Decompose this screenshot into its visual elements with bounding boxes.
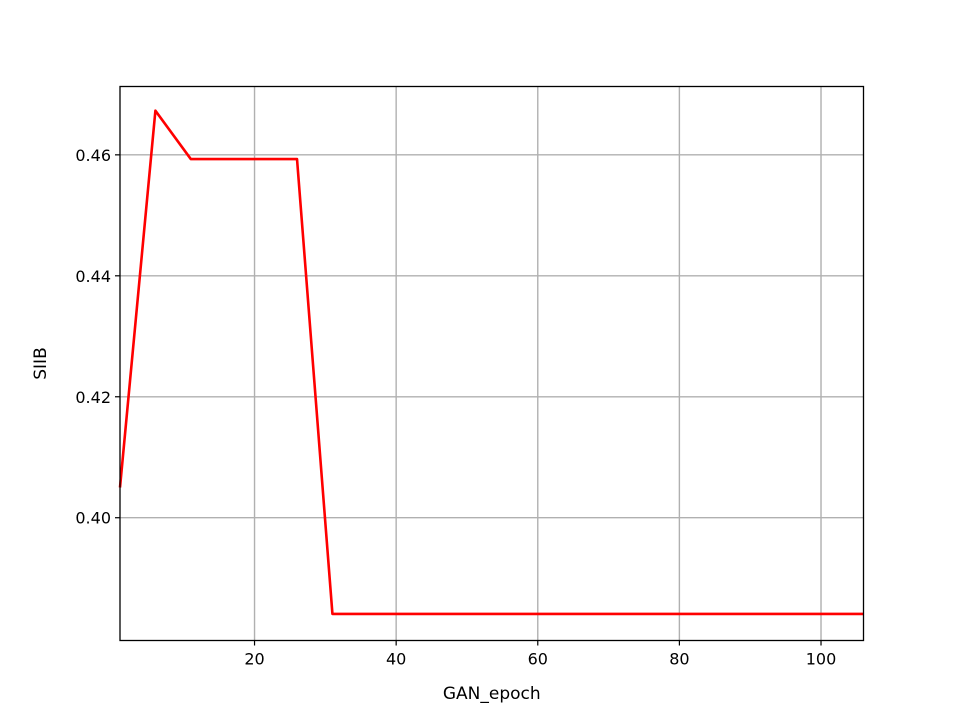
series-line (118, 109, 864, 616)
x-tick-label: 80 (669, 650, 689, 669)
x-tick-label: 20 (244, 650, 264, 669)
grid (120, 86, 864, 641)
x-tick-label: 60 (528, 650, 548, 669)
y-tick-label: 0.42 (75, 388, 111, 407)
y-tick-label: 0.40 (75, 509, 111, 528)
x-axis-label: GAN_epoch (443, 684, 541, 704)
y-tick-label: 0.44 (75, 267, 111, 286)
y-axis-label: SIIB (31, 347, 51, 379)
x-tick-label: 100 (806, 650, 837, 669)
series-layer (118, 109, 864, 616)
ticks: 20 40 60 80 100 0.40 0.42 0.44 0.46 (75, 146, 836, 669)
x-tick-label: 40 (386, 650, 406, 669)
y-tick-label: 0.46 (75, 146, 111, 165)
plot-frame (119, 85, 865, 642)
